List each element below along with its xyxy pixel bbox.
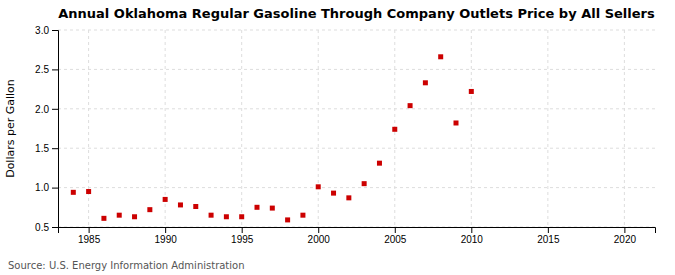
- tick-label: 3.0: [35, 25, 49, 36]
- tick-mark: [52, 30, 58, 31]
- tick: 2.0: [35, 104, 58, 115]
- tick-mark: [395, 227, 396, 233]
- chart: 1985 1990 1995 2000 2005 2010 2015 2020 0.5 1.0 1.…: [0, 0, 675, 275]
- tick-mark: [89, 227, 90, 233]
- tick-mark: [52, 109, 58, 110]
- grid-line: [241, 30, 242, 227]
- tick-label: 1.0: [35, 182, 49, 193]
- grid-line: [58, 148, 655, 149]
- tick-mark: [548, 227, 549, 233]
- tick-label: 2000: [308, 234, 331, 245]
- grid-line: [58, 187, 655, 188]
- point: [438, 54, 443, 59]
- tick-mark: [624, 227, 625, 233]
- point: [377, 161, 382, 166]
- grid-line: [318, 30, 319, 227]
- tick-mark: [52, 69, 58, 70]
- point: [331, 191, 336, 196]
- grid-line: [471, 30, 472, 227]
- tick-label: 1990: [155, 234, 178, 245]
- grid-line: [624, 30, 625, 227]
- tick: 2000: [308, 227, 331, 245]
- tick-mark: [471, 227, 472, 233]
- grid-line: [58, 108, 655, 109]
- point: [209, 213, 214, 218]
- tick: 1.5: [35, 143, 58, 154]
- tick: 2020: [614, 227, 637, 245]
- tick: 3.0: [35, 25, 58, 36]
- axis-line: [52, 31, 59, 228]
- grid-line: [547, 30, 548, 227]
- point: [423, 80, 428, 85]
- point: [117, 213, 122, 218]
- y-axis: 0.5 1.0 1.5 2.0 2.5 3.0: [35, 25, 58, 233]
- tick-mark: [318, 227, 319, 233]
- grid-line: [58, 30, 655, 31]
- title: Annual Oklahoma Regular Gasoline Through…: [58, 6, 655, 21]
- tick: 1990: [155, 227, 178, 245]
- tick: 1.0: [35, 182, 58, 193]
- point: [408, 103, 413, 108]
- tick: 2010: [461, 227, 484, 245]
- point: [239, 214, 244, 219]
- tick: 1985: [78, 227, 101, 245]
- annotation: Source: U.S. Energy Information Administ…: [8, 260, 245, 271]
- tick-mark: [165, 227, 166, 233]
- point: [71, 190, 76, 195]
- point: [346, 195, 351, 200]
- x-axis: 1985 1990 1995 2000 2005 2010 2015 2020: [59, 227, 656, 245]
- point: [454, 120, 459, 125]
- tick-mark: [52, 188, 58, 189]
- point: [362, 181, 367, 186]
- point: [147, 207, 152, 212]
- plot: 1985 1990 1995 2000 2005 2010 2015 2020 0.5 1.0 1.…: [35, 25, 655, 245]
- tick-label: 2015: [537, 234, 560, 245]
- point: [86, 189, 91, 194]
- tick: 2005: [384, 227, 407, 245]
- tick-label: 2020: [614, 234, 637, 245]
- point: [193, 204, 198, 209]
- tick-mark: [52, 227, 58, 228]
- tick-mark: [242, 227, 243, 233]
- point: [316, 184, 321, 189]
- grid-line: [88, 30, 89, 227]
- grid-line: [58, 69, 655, 70]
- tick: 1995: [231, 227, 254, 245]
- points: [71, 54, 474, 222]
- tick-label: 2005: [384, 234, 407, 245]
- tick: 2015: [537, 227, 560, 245]
- point: [163, 197, 168, 202]
- tick-label: 1.5: [35, 143, 49, 154]
- point: [300, 213, 305, 218]
- point: [270, 206, 275, 211]
- tick-label: 1995: [231, 234, 254, 245]
- point: [255, 205, 260, 210]
- point: [392, 127, 397, 132]
- point: [132, 214, 137, 219]
- tick: 0.5: [35, 222, 58, 233]
- tick-label: 2010: [461, 234, 484, 245]
- tick-label: 2.5: [35, 64, 49, 75]
- tick-label: 2.0: [35, 104, 49, 115]
- axis-line: [59, 228, 656, 234]
- point: [178, 202, 183, 207]
- y-label: Dollars per Gallon: [4, 79, 17, 178]
- grid: [58, 30, 655, 227]
- point: [469, 89, 474, 94]
- tick: 2.5: [35, 64, 58, 75]
- point: [101, 216, 106, 221]
- point: [224, 214, 229, 219]
- tick-mark: [52, 148, 58, 149]
- tick-label: 0.5: [35, 222, 49, 233]
- tick-label: 1985: [78, 234, 101, 245]
- point: [285, 217, 290, 222]
